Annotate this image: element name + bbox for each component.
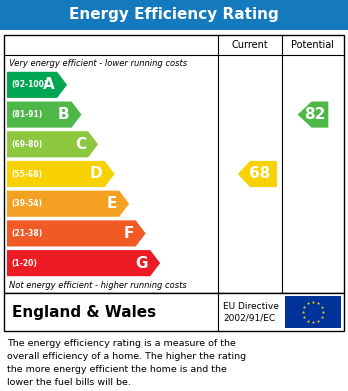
- Polygon shape: [7, 250, 160, 276]
- Polygon shape: [238, 161, 277, 187]
- Text: F: F: [123, 226, 134, 241]
- Polygon shape: [7, 161, 114, 187]
- Text: (21-38): (21-38): [11, 229, 42, 238]
- Polygon shape: [7, 131, 98, 157]
- Text: 82: 82: [304, 107, 326, 122]
- Text: Very energy efficient - lower running costs: Very energy efficient - lower running co…: [9, 59, 187, 68]
- Bar: [285, 296, 341, 328]
- Bar: [4, 293, 344, 331]
- Text: D: D: [90, 167, 103, 181]
- Text: (69-80): (69-80): [11, 140, 42, 149]
- Text: B: B: [58, 107, 70, 122]
- Text: (39-54): (39-54): [11, 199, 42, 208]
- Bar: [0, 0, 348, 30]
- Text: England & Wales: England & Wales: [12, 305, 156, 319]
- Text: Not energy efficient - higher running costs: Not energy efficient - higher running co…: [9, 280, 187, 289]
- Text: (92-100): (92-100): [11, 81, 47, 90]
- Text: G: G: [136, 256, 148, 271]
- Text: E: E: [107, 196, 117, 211]
- Text: Potential: Potential: [292, 40, 334, 50]
- Text: (1-20): (1-20): [11, 258, 37, 268]
- Polygon shape: [298, 102, 329, 127]
- Polygon shape: [7, 102, 81, 127]
- Text: Current: Current: [232, 40, 268, 50]
- Text: The energy efficiency rating is a measure of the
overall efficiency of a home. T: The energy efficiency rating is a measur…: [7, 339, 246, 387]
- Polygon shape: [7, 191, 129, 217]
- Polygon shape: [7, 221, 146, 246]
- Text: C: C: [75, 137, 86, 152]
- Text: (81-91): (81-91): [11, 110, 42, 119]
- Bar: [4, 35, 344, 293]
- Text: A: A: [43, 77, 55, 92]
- Text: Energy Efficiency Rating: Energy Efficiency Rating: [69, 7, 279, 23]
- Text: (55-68): (55-68): [11, 170, 42, 179]
- Text: EU Directive
2002/91/EC: EU Directive 2002/91/EC: [223, 301, 279, 323]
- Polygon shape: [7, 72, 67, 98]
- Text: 68: 68: [249, 167, 270, 181]
